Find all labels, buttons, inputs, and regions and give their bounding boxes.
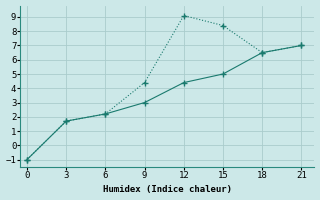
X-axis label: Humidex (Indice chaleur): Humidex (Indice chaleur) — [103, 185, 232, 194]
